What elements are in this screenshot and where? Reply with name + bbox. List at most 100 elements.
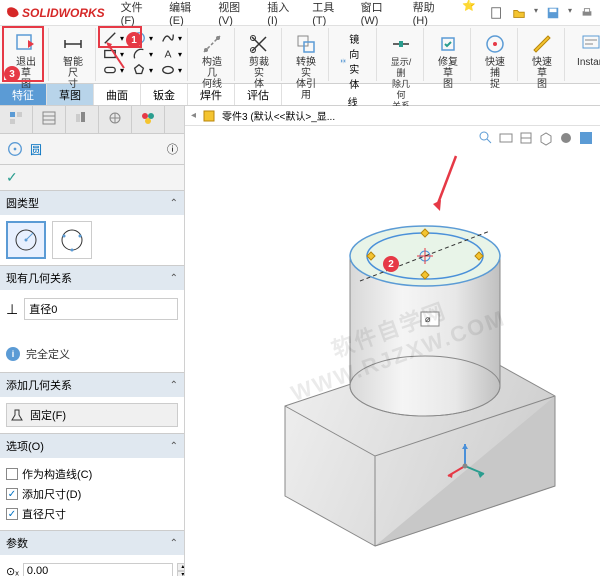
title-bar: SOLIDWORKS 文件(F) 编辑(E) 视图(V) 插入(I) 工具(T)… [0, 0, 600, 26]
collapse-icon[interactable]: ◂ [191, 110, 196, 121]
rect-tool[interactable]: ▾ [100, 46, 127, 62]
relation-list[interactable]: 直径0 [24, 298, 178, 320]
save-icon[interactable] [546, 6, 560, 20]
chevron-icon: ⌃ [170, 441, 178, 452]
slot-tool[interactable]: ▾ [100, 62, 127, 78]
circle-type-options [6, 221, 178, 259]
polygon-icon [132, 63, 146, 77]
vt-scene-icon[interactable] [578, 130, 594, 146]
option-add-dim[interactable]: 添加尺寸(D) [6, 484, 178, 504]
cx-icon: ⊙ₓ [6, 565, 19, 576]
exit-sketch-button[interactable]: 退出草 图 [10, 30, 42, 92]
construction-icon [200, 32, 224, 56]
vt-view-icon[interactable] [538, 130, 554, 146]
section-options: 选项(O) ⌃ 作为构造线(C) 添加尺寸(D) 直径尺寸 [0, 434, 184, 531]
title-dropdown-icon[interactable]: ▾ [534, 6, 538, 20]
add-rel-header[interactable]: 添加几何关系 ⌃ [0, 373, 184, 397]
instant-button[interactable]: Instan [573, 30, 600, 70]
panel-tab-feature-tree[interactable] [0, 106, 33, 133]
menu-insert[interactable]: 插入(I) [261, 0, 304, 29]
property-icon [41, 110, 57, 126]
fix-relation-button[interactable]: 固定(F) [6, 403, 178, 427]
polygon-tool[interactable]: ▾ [129, 62, 156, 78]
menu-view[interactable]: 视图(V) [212, 0, 259, 29]
graphics-viewport[interactable]: ◂ 零件3 (默认<<默认>_显... 软件自学网 WWW.RJZXW.COM [185, 106, 600, 576]
options-header[interactable]: 选项(O) ⌃ [0, 434, 184, 458]
construction-checkbox[interactable] [6, 468, 18, 480]
panel-tabs [0, 106, 184, 134]
print-icon[interactable] [580, 6, 594, 20]
solidworks-icon [6, 6, 20, 20]
mirror-button[interactable]: 镜向实体 [337, 30, 370, 92]
option-construction[interactable]: 作为构造线(C) [6, 464, 178, 484]
vt-zoom-icon[interactable] [478, 130, 494, 146]
info-icon: i [6, 347, 20, 361]
rapid-sketch-button[interactable]: 快速草 图 [526, 30, 558, 92]
section-add-relations: 添加几何关系 ⌃ 固定(F) [0, 373, 184, 434]
spline-tool[interactable]: ▾ [158, 30, 185, 46]
panel-tab-property[interactable] [33, 106, 66, 133]
smart-dimension-button[interactable]: 智能尺 寸 [57, 30, 89, 92]
menu-help[interactable]: 帮助(H) [407, 0, 455, 29]
ok-button[interactable]: ✓ [6, 169, 18, 185]
breadcrumb[interactable]: 零件3 (默认<<默认>_显... [222, 108, 335, 123]
params-header[interactable]: 参数 ⌃ [0, 531, 184, 555]
snap-button[interactable]: 快速捕 捉 [479, 30, 511, 92]
diameter-dim-checkbox[interactable] [6, 508, 18, 520]
vt-display-icon[interactable] [498, 130, 514, 146]
ellipse-tool[interactable]: ▾ [158, 62, 185, 78]
panel-tab-dim[interactable] [99, 106, 132, 133]
params-label: 参数 [6, 535, 28, 551]
show-relations-button[interactable]: 显示/删 除几何 关系 [385, 30, 417, 114]
tree-icon [8, 110, 24, 126]
line-tool[interactable]: ▾ [100, 30, 127, 46]
new-icon[interactable] [490, 6, 504, 20]
trim-button[interactable]: 剪裁实 体 [243, 30, 275, 92]
title-dropdown2-icon[interactable]: ▾ [568, 6, 572, 20]
panel-help-icon[interactable]: ⓘ [167, 141, 178, 157]
circle-type1-icon [12, 226, 40, 254]
existing-rel-label: 现有几何关系 [6, 270, 72, 286]
tab-sheetmetal[interactable]: 钣金 [141, 84, 188, 105]
menu-search-icon[interactable]: ⭐ [456, 0, 482, 29]
circle-type-label: 圆类型 [6, 195, 39, 211]
point-tool[interactable]: A▾ [158, 46, 185, 62]
option-diameter-dim[interactable]: 直径尺寸 [6, 504, 178, 524]
arc-tool[interactable]: ▾ [129, 46, 156, 62]
convert-button[interactable]: 转换实 体引用 [290, 30, 322, 103]
coordinate-triad [440, 436, 490, 486]
snap-icon [483, 32, 507, 56]
open-icon[interactable] [512, 6, 526, 20]
tab-surface[interactable]: 曲面 [94, 84, 141, 105]
circle-type-header[interactable]: 圆类型 ⌃ [0, 191, 184, 215]
menu-file[interactable]: 文件(F) [115, 0, 161, 29]
svg-text:⌀: ⌀ [425, 314, 431, 324]
callout-3: 3 [4, 66, 20, 82]
construction-label: 构造几 何线 [200, 57, 224, 90]
cx-down[interactable]: ▾ [177, 571, 185, 576]
construction-geom-button[interactable]: 构造几 何线 [196, 30, 228, 92]
property-panel: 圆 ⓘ ✓ 圆类型 ⌃ [0, 106, 185, 576]
panel-tab-appearance[interactable] [132, 106, 165, 133]
panel-tab-config[interactable] [66, 106, 99, 133]
construction-label: 作为构造线(C) [22, 466, 92, 482]
menu-tools[interactable]: 工具(T) [306, 0, 352, 29]
menu-edit[interactable]: 编辑(E) [163, 0, 210, 29]
rect-icon [103, 47, 117, 61]
vt-section-icon[interactable] [518, 130, 534, 146]
circle-perimeter[interactable] [52, 221, 92, 259]
section-circle-type: 圆类型 ⌃ [0, 191, 184, 266]
snap-label: 快速捕 捉 [483, 57, 507, 90]
circle-cmd-icon [6, 140, 24, 158]
cx-up[interactable]: ▴ [177, 563, 185, 571]
circle-type2-icon [58, 226, 86, 254]
add-dim-checkbox[interactable] [6, 488, 18, 500]
vt-shade-icon[interactable] [558, 130, 574, 146]
circle-center-radius[interactable] [6, 221, 46, 259]
menu-window[interactable]: 窗口(W) [355, 0, 405, 29]
spline-icon [161, 31, 175, 45]
repair-button[interactable]: 修复草 图 [432, 30, 464, 92]
existing-rel-header[interactable]: 现有几何关系 ⌃ [0, 266, 184, 290]
cx-input[interactable] [23, 563, 173, 576]
callout-2: 2 [383, 256, 399, 272]
